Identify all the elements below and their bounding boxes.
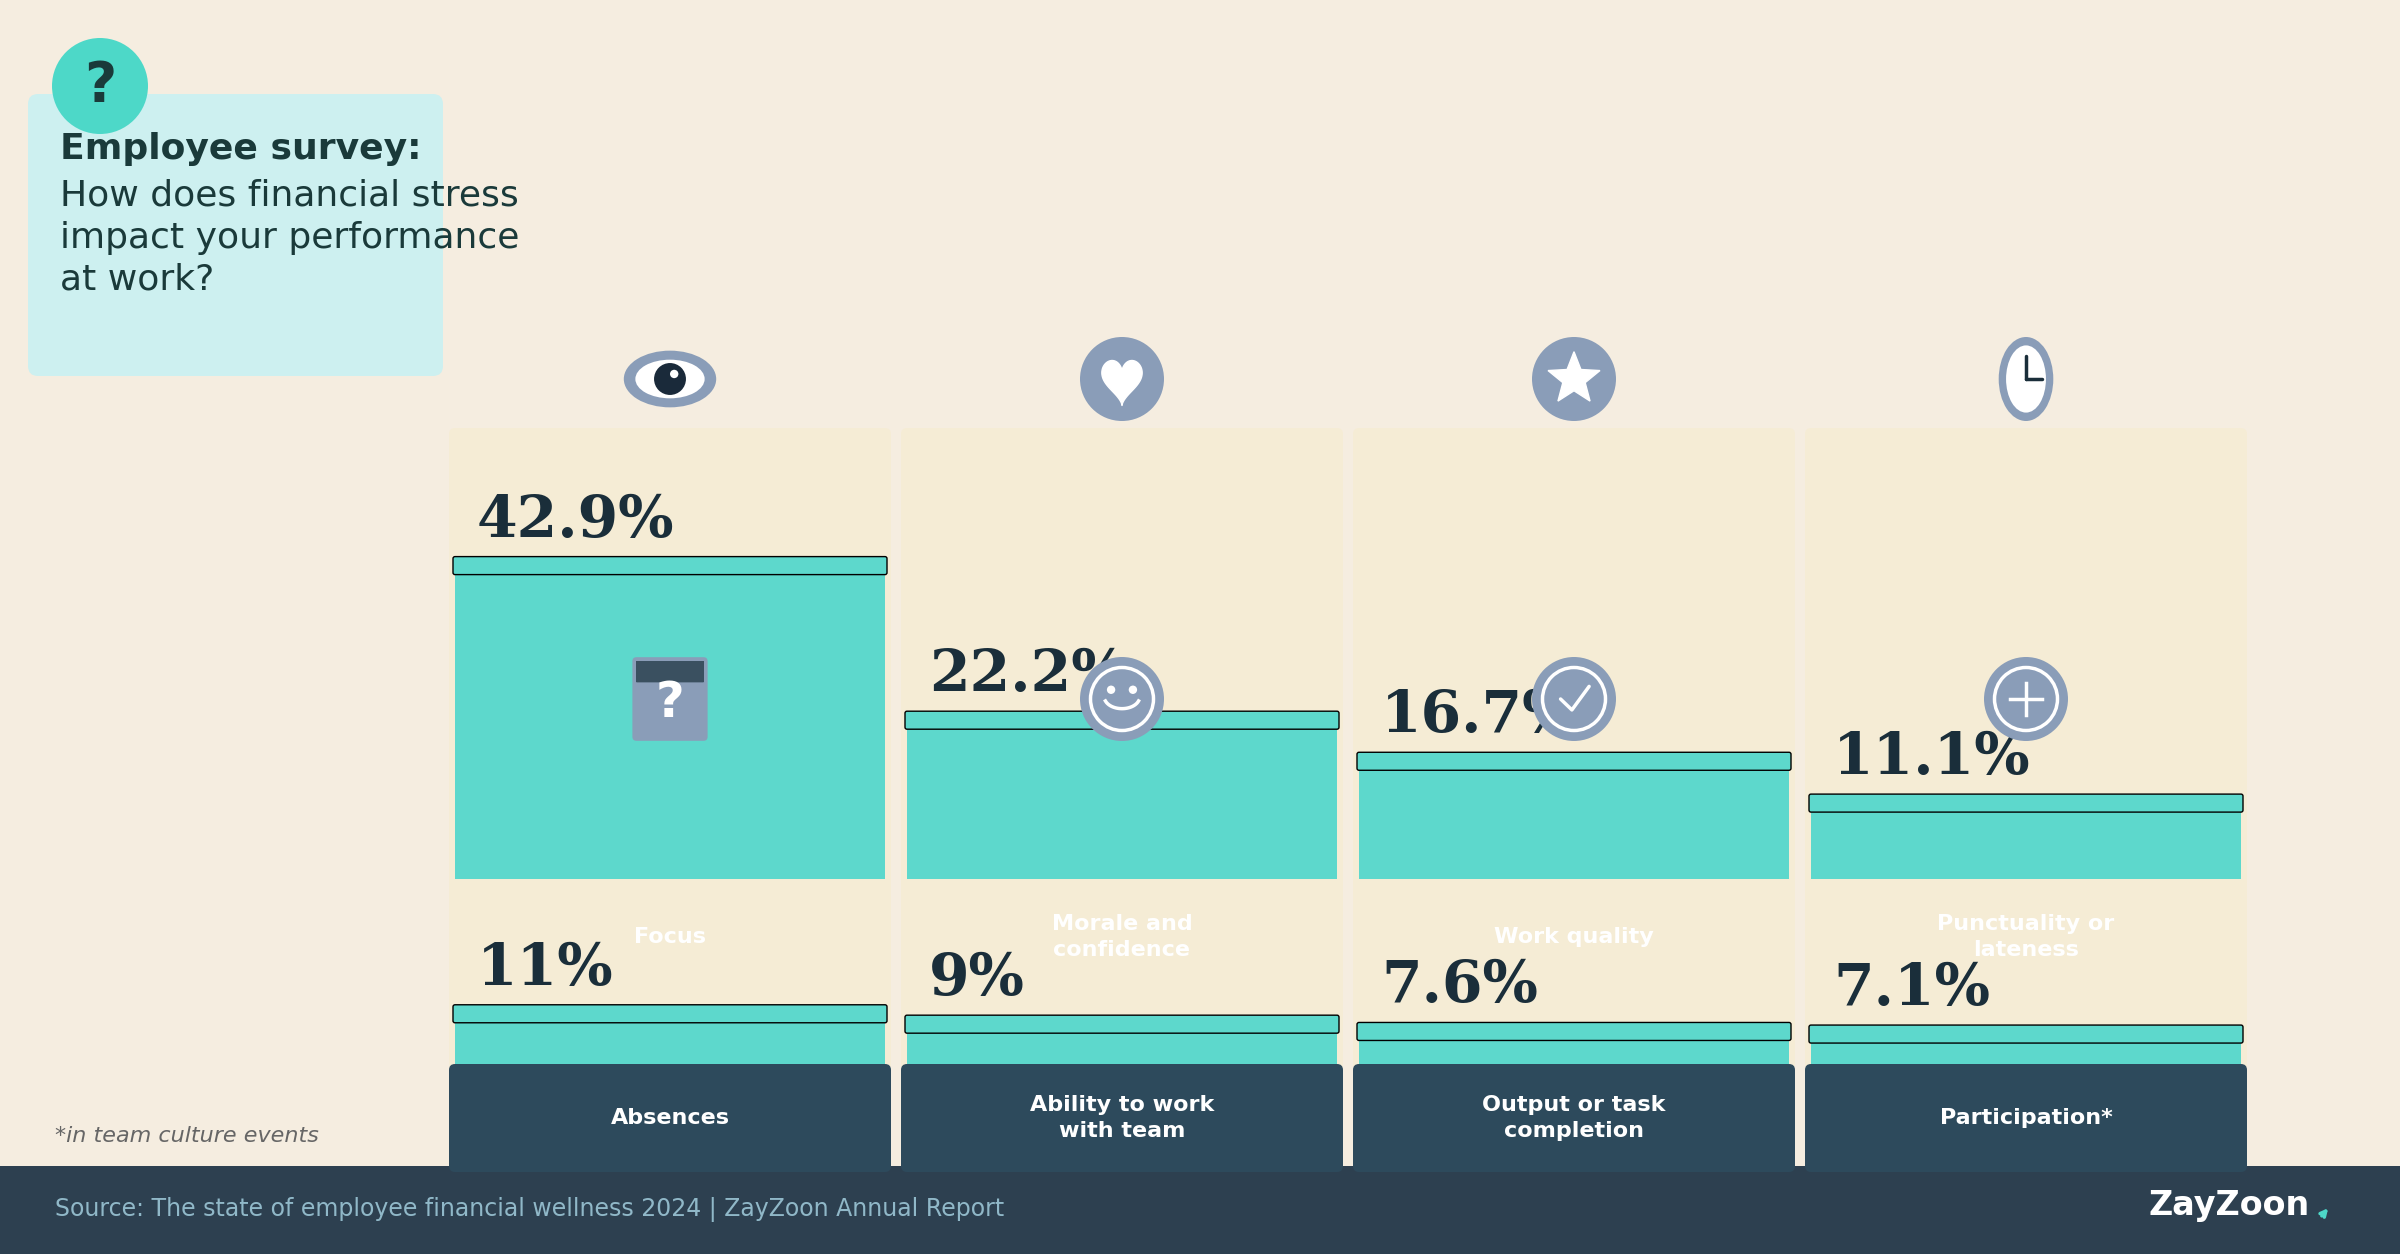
Bar xyxy=(1358,754,1788,879)
Text: Ability to work
with team: Ability to work with team xyxy=(1030,1095,1214,1141)
FancyBboxPatch shape xyxy=(1354,428,1795,885)
FancyBboxPatch shape xyxy=(1356,1022,1790,1041)
Bar xyxy=(0,1166,2400,1254)
Text: How does financial stress: How does financial stress xyxy=(60,179,518,213)
Circle shape xyxy=(1128,686,1138,693)
FancyBboxPatch shape xyxy=(449,428,890,885)
Bar xyxy=(456,558,886,879)
Text: Participation*: Participation* xyxy=(1939,1109,2112,1129)
Circle shape xyxy=(53,38,149,134)
FancyBboxPatch shape xyxy=(454,1004,888,1023)
Text: 11.1%: 11.1% xyxy=(1834,730,2030,786)
Circle shape xyxy=(1531,657,1615,741)
FancyBboxPatch shape xyxy=(1356,752,1790,770)
Circle shape xyxy=(1106,686,1116,693)
Polygon shape xyxy=(1102,360,1142,405)
Text: ?: ? xyxy=(84,59,115,113)
FancyBboxPatch shape xyxy=(449,879,890,994)
FancyBboxPatch shape xyxy=(1805,879,2246,994)
Bar xyxy=(907,714,1337,879)
FancyBboxPatch shape xyxy=(905,711,1339,729)
Bar xyxy=(636,661,703,682)
Text: 16.7%: 16.7% xyxy=(1380,688,1579,745)
FancyBboxPatch shape xyxy=(449,747,890,1070)
Text: Work quality: Work quality xyxy=(1495,927,1654,947)
FancyBboxPatch shape xyxy=(449,1063,890,1172)
Text: 11%: 11% xyxy=(478,940,614,997)
Circle shape xyxy=(670,370,679,379)
Bar xyxy=(1812,1027,2242,1063)
Circle shape xyxy=(1531,337,1615,421)
FancyBboxPatch shape xyxy=(29,94,444,376)
Polygon shape xyxy=(1548,351,1601,401)
Text: *in team culture events: *in team culture events xyxy=(55,1126,319,1146)
Circle shape xyxy=(1985,657,2069,741)
FancyBboxPatch shape xyxy=(900,1063,1344,1172)
Bar xyxy=(1812,796,2242,879)
Text: Morale and
confidence: Morale and confidence xyxy=(1051,914,1193,961)
Ellipse shape xyxy=(636,360,706,399)
Text: Absences: Absences xyxy=(610,1109,730,1129)
Ellipse shape xyxy=(624,351,715,408)
FancyBboxPatch shape xyxy=(900,747,1344,1070)
Text: Punctuality or
lateness: Punctuality or lateness xyxy=(1937,914,2114,961)
Circle shape xyxy=(1080,657,1164,741)
FancyBboxPatch shape xyxy=(1805,747,2246,1070)
Text: 7.1%: 7.1% xyxy=(1834,961,1990,1017)
Text: 22.2%: 22.2% xyxy=(929,647,1126,703)
Text: impact your performance: impact your performance xyxy=(60,221,518,255)
FancyBboxPatch shape xyxy=(1805,1063,2246,1172)
FancyBboxPatch shape xyxy=(1810,1025,2244,1043)
FancyBboxPatch shape xyxy=(636,661,703,682)
Text: Employee survey:: Employee survey: xyxy=(60,132,422,166)
FancyBboxPatch shape xyxy=(905,1016,1339,1033)
Text: Output or task
completion: Output or task completion xyxy=(1483,1095,1666,1141)
Bar xyxy=(1358,1025,1788,1063)
Text: 42.9%: 42.9% xyxy=(478,493,674,548)
FancyBboxPatch shape xyxy=(634,657,708,741)
Circle shape xyxy=(655,364,686,395)
FancyBboxPatch shape xyxy=(1354,747,1795,1070)
Circle shape xyxy=(1080,337,1164,421)
FancyBboxPatch shape xyxy=(900,879,1344,994)
FancyBboxPatch shape xyxy=(1810,794,2244,813)
Ellipse shape xyxy=(1999,337,2054,421)
Text: Focus: Focus xyxy=(634,927,706,947)
Text: at work?: at work? xyxy=(60,263,214,297)
FancyBboxPatch shape xyxy=(1354,1063,1795,1172)
FancyBboxPatch shape xyxy=(1805,428,2246,885)
Ellipse shape xyxy=(2006,345,2045,413)
Text: Source: The state of employee financial wellness 2024 | ZayZoon Annual Report: Source: The state of employee financial … xyxy=(55,1198,1003,1223)
Text: ?: ? xyxy=(655,678,684,727)
Text: ZayZoon: ZayZoon xyxy=(2148,1190,2309,1223)
Bar xyxy=(907,1017,1337,1063)
FancyBboxPatch shape xyxy=(454,557,888,574)
FancyBboxPatch shape xyxy=(900,428,1344,885)
Bar xyxy=(456,1007,886,1063)
Text: 9%: 9% xyxy=(929,952,1025,1007)
FancyBboxPatch shape xyxy=(1354,879,1795,994)
Text: 7.6%: 7.6% xyxy=(1380,958,1538,1014)
